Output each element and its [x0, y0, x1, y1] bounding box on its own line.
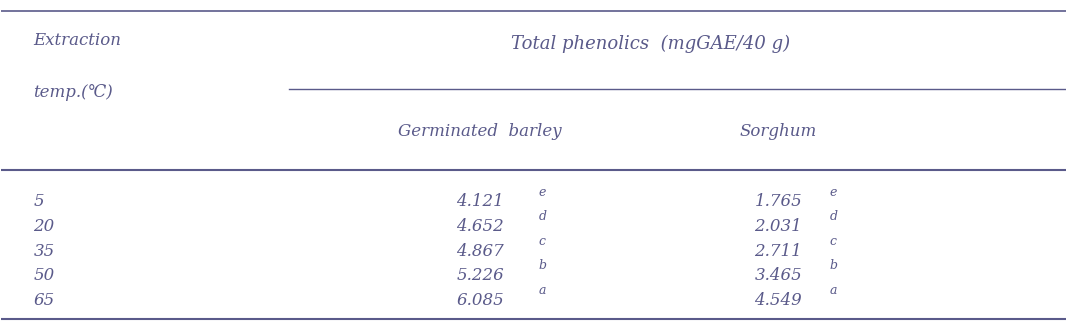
Text: b: b — [829, 259, 838, 272]
Text: Extraction: Extraction — [33, 32, 122, 49]
Text: 2.711: 2.711 — [754, 243, 802, 260]
Text: 2.031: 2.031 — [754, 218, 802, 235]
Text: 4.549: 4.549 — [754, 292, 802, 309]
Text: c: c — [829, 235, 837, 248]
Text: 4.867: 4.867 — [457, 243, 505, 260]
Text: 5.226: 5.226 — [457, 267, 505, 284]
Text: 50: 50 — [33, 267, 54, 284]
Text: Sorghum: Sorghum — [739, 123, 817, 140]
Text: 1.765: 1.765 — [754, 193, 802, 210]
Text: d: d — [539, 210, 546, 223]
Text: b: b — [539, 259, 546, 272]
Text: 6.085: 6.085 — [457, 292, 505, 309]
Text: 3.465: 3.465 — [754, 267, 802, 284]
Text: c: c — [539, 235, 546, 248]
Text: a: a — [539, 284, 546, 297]
Text: Germinated  barley: Germinated barley — [398, 123, 562, 140]
Text: Total phenolics  (mgGAE/40 g): Total phenolics (mgGAE/40 g) — [511, 34, 791, 53]
Text: 4.652: 4.652 — [457, 218, 505, 235]
Text: 20: 20 — [33, 218, 54, 235]
Text: 65: 65 — [33, 292, 54, 309]
Text: e: e — [539, 185, 546, 198]
Text: 4.121: 4.121 — [457, 193, 505, 210]
Text: d: d — [829, 210, 838, 223]
Text: a: a — [829, 284, 837, 297]
Text: temp.(℃): temp.(℃) — [33, 84, 113, 101]
Text: e: e — [829, 185, 837, 198]
Text: 35: 35 — [33, 243, 54, 260]
Text: 5: 5 — [33, 193, 44, 210]
